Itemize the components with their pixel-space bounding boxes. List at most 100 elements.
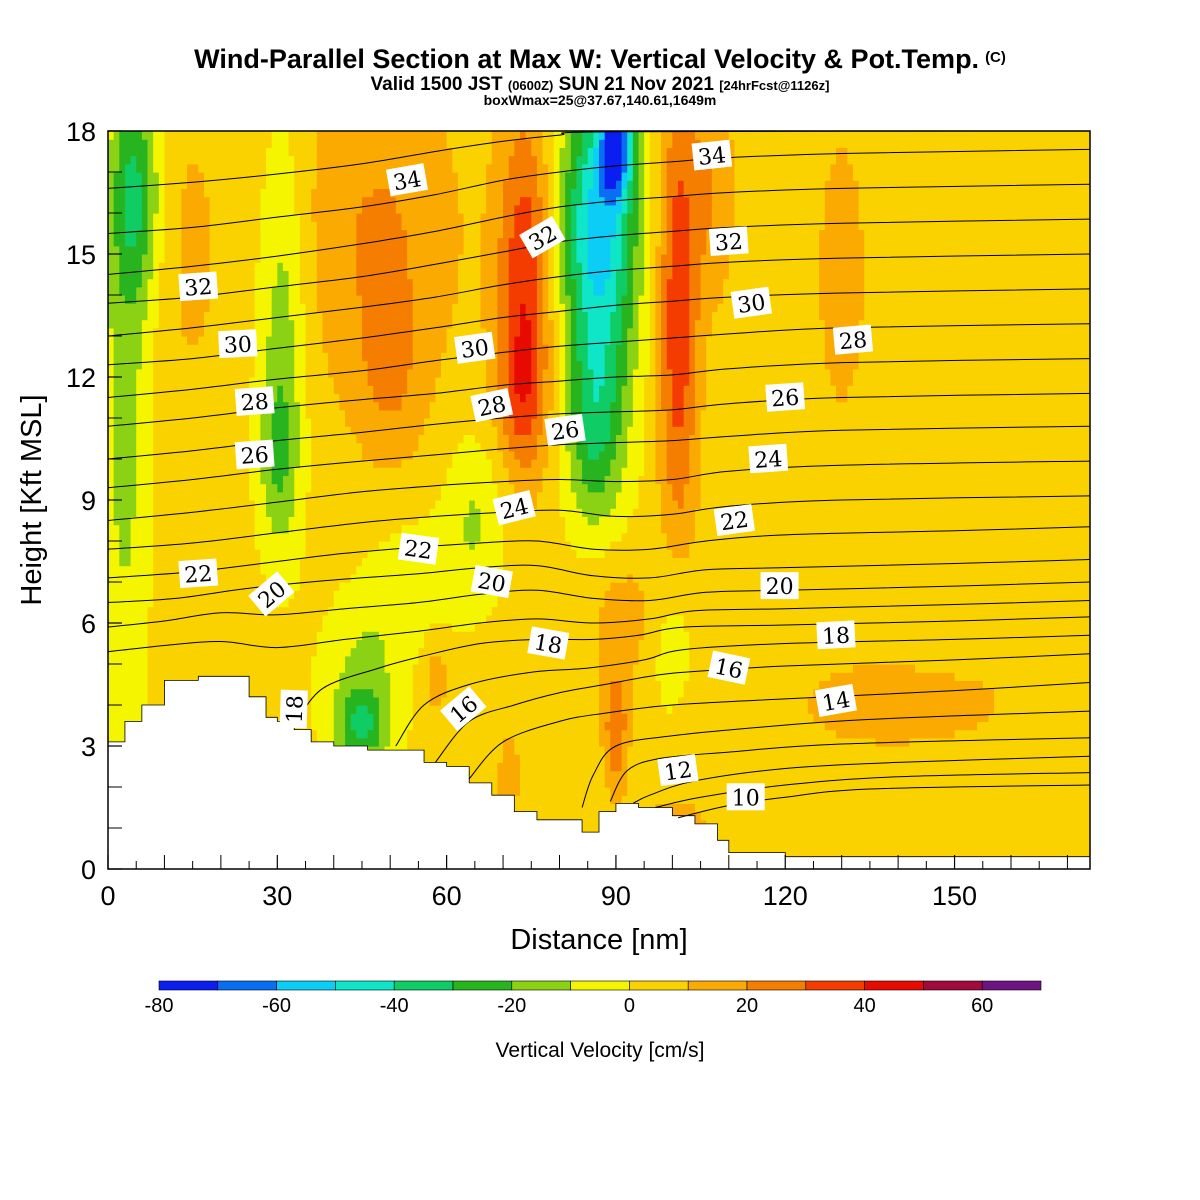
velocity-cell xyxy=(271,450,290,460)
velocity-cell xyxy=(683,180,713,189)
velocity-cell xyxy=(294,377,307,386)
velocity-cell xyxy=(587,450,600,460)
velocity-cell xyxy=(559,508,583,517)
velocity-cell xyxy=(266,155,295,165)
velocity-cell xyxy=(734,163,831,173)
velocity-cell xyxy=(480,442,499,452)
velocity-cell xyxy=(666,311,690,321)
velocity-cell xyxy=(593,385,600,394)
velocity-cell xyxy=(621,426,628,435)
velocity-cell xyxy=(367,368,408,378)
velocity-cell xyxy=(689,549,1090,558)
velocity-cell xyxy=(627,278,634,288)
velocity-cell xyxy=(497,237,510,247)
velocity-cell xyxy=(689,672,831,681)
velocity-cell xyxy=(610,270,617,280)
velocity-cell xyxy=(536,491,561,501)
velocity-cell xyxy=(570,245,578,255)
velocity-cell xyxy=(689,270,702,280)
velocity-cell xyxy=(254,262,278,271)
contour-label: 12 xyxy=(657,754,699,786)
velocity-cell xyxy=(576,442,589,452)
velocity-cell xyxy=(638,196,645,206)
velocity-cell xyxy=(282,385,295,394)
velocity-cell xyxy=(311,418,346,427)
velocity-cell xyxy=(599,139,606,148)
velocity-cell xyxy=(570,483,589,493)
velocity-cell xyxy=(486,368,499,378)
isentrope-17 xyxy=(395,634,1090,747)
velocity-cell xyxy=(153,500,256,509)
velocity-cell xyxy=(288,426,301,435)
velocity-cell xyxy=(672,196,690,206)
velocity-cell xyxy=(694,409,702,419)
velocity-cell xyxy=(706,360,826,370)
velocity-cell xyxy=(604,360,617,370)
velocity-cell xyxy=(147,606,329,616)
velocity-cell xyxy=(141,196,149,206)
velocity-cell xyxy=(599,623,645,632)
velocity-cell xyxy=(108,467,115,476)
velocity-cell xyxy=(666,705,673,714)
velocity-cell xyxy=(559,204,566,214)
velocity-cell xyxy=(615,344,628,353)
velocity-cell xyxy=(531,139,544,148)
velocity-cell xyxy=(570,352,578,362)
velocity-cell xyxy=(599,655,640,665)
velocity-cell xyxy=(463,237,482,247)
velocity-cell xyxy=(582,426,611,435)
velocity-cell xyxy=(858,360,1090,370)
velocity-cell xyxy=(390,696,414,706)
velocity-cell xyxy=(356,729,369,739)
velocity-cell xyxy=(390,680,414,690)
velocity-cell xyxy=(316,729,335,739)
velocity-cell xyxy=(570,213,578,222)
colorbar-swatch xyxy=(570,980,630,991)
velocity-cell xyxy=(514,426,532,435)
velocity-cell xyxy=(457,172,487,181)
velocity-cell xyxy=(390,713,414,722)
velocity-cell xyxy=(497,254,510,263)
velocity-cell xyxy=(621,254,628,263)
velocity-cell xyxy=(497,770,521,780)
velocity-cell xyxy=(565,393,572,403)
velocity-cell xyxy=(435,377,487,386)
velocity-cell xyxy=(429,696,442,706)
velocity-cell xyxy=(480,270,499,280)
velocity-cell xyxy=(299,286,318,296)
velocity-cell xyxy=(345,713,352,722)
velocity-cell xyxy=(632,163,640,173)
velocity-cell xyxy=(689,336,696,345)
velocity-cell xyxy=(271,524,290,534)
velocity-cell xyxy=(373,688,391,698)
velocity-cell xyxy=(576,172,583,181)
velocity-cell xyxy=(621,204,628,214)
velocity-cell xyxy=(508,319,521,329)
velocity-cell xyxy=(582,196,589,206)
velocity-cell xyxy=(542,393,555,403)
velocity-cell xyxy=(497,295,510,304)
velocity-cell xyxy=(491,606,600,616)
velocity-cell xyxy=(266,500,295,509)
contour-label-box xyxy=(519,215,566,259)
velocity-cell xyxy=(632,262,645,271)
velocity-cell xyxy=(661,270,673,280)
velocity-cell xyxy=(311,664,346,673)
velocity-cell xyxy=(407,385,436,394)
velocity-cell xyxy=(711,172,736,181)
velocity-cell xyxy=(514,746,606,755)
velocity-cell xyxy=(542,270,549,280)
velocity-cell xyxy=(260,434,273,444)
velocity-cell xyxy=(412,295,459,304)
velocity-cell xyxy=(361,336,414,345)
velocity-cell xyxy=(457,262,482,271)
velocity-cell xyxy=(599,672,634,681)
velocity-cell xyxy=(565,385,572,394)
velocity-cell xyxy=(711,327,826,337)
velocity-cell xyxy=(548,254,555,263)
velocity-cell xyxy=(108,336,115,345)
velocity-cell xyxy=(632,188,640,198)
velocity-cell xyxy=(113,450,137,460)
velocity-cell xyxy=(108,483,115,493)
velocity-cell xyxy=(621,303,634,312)
